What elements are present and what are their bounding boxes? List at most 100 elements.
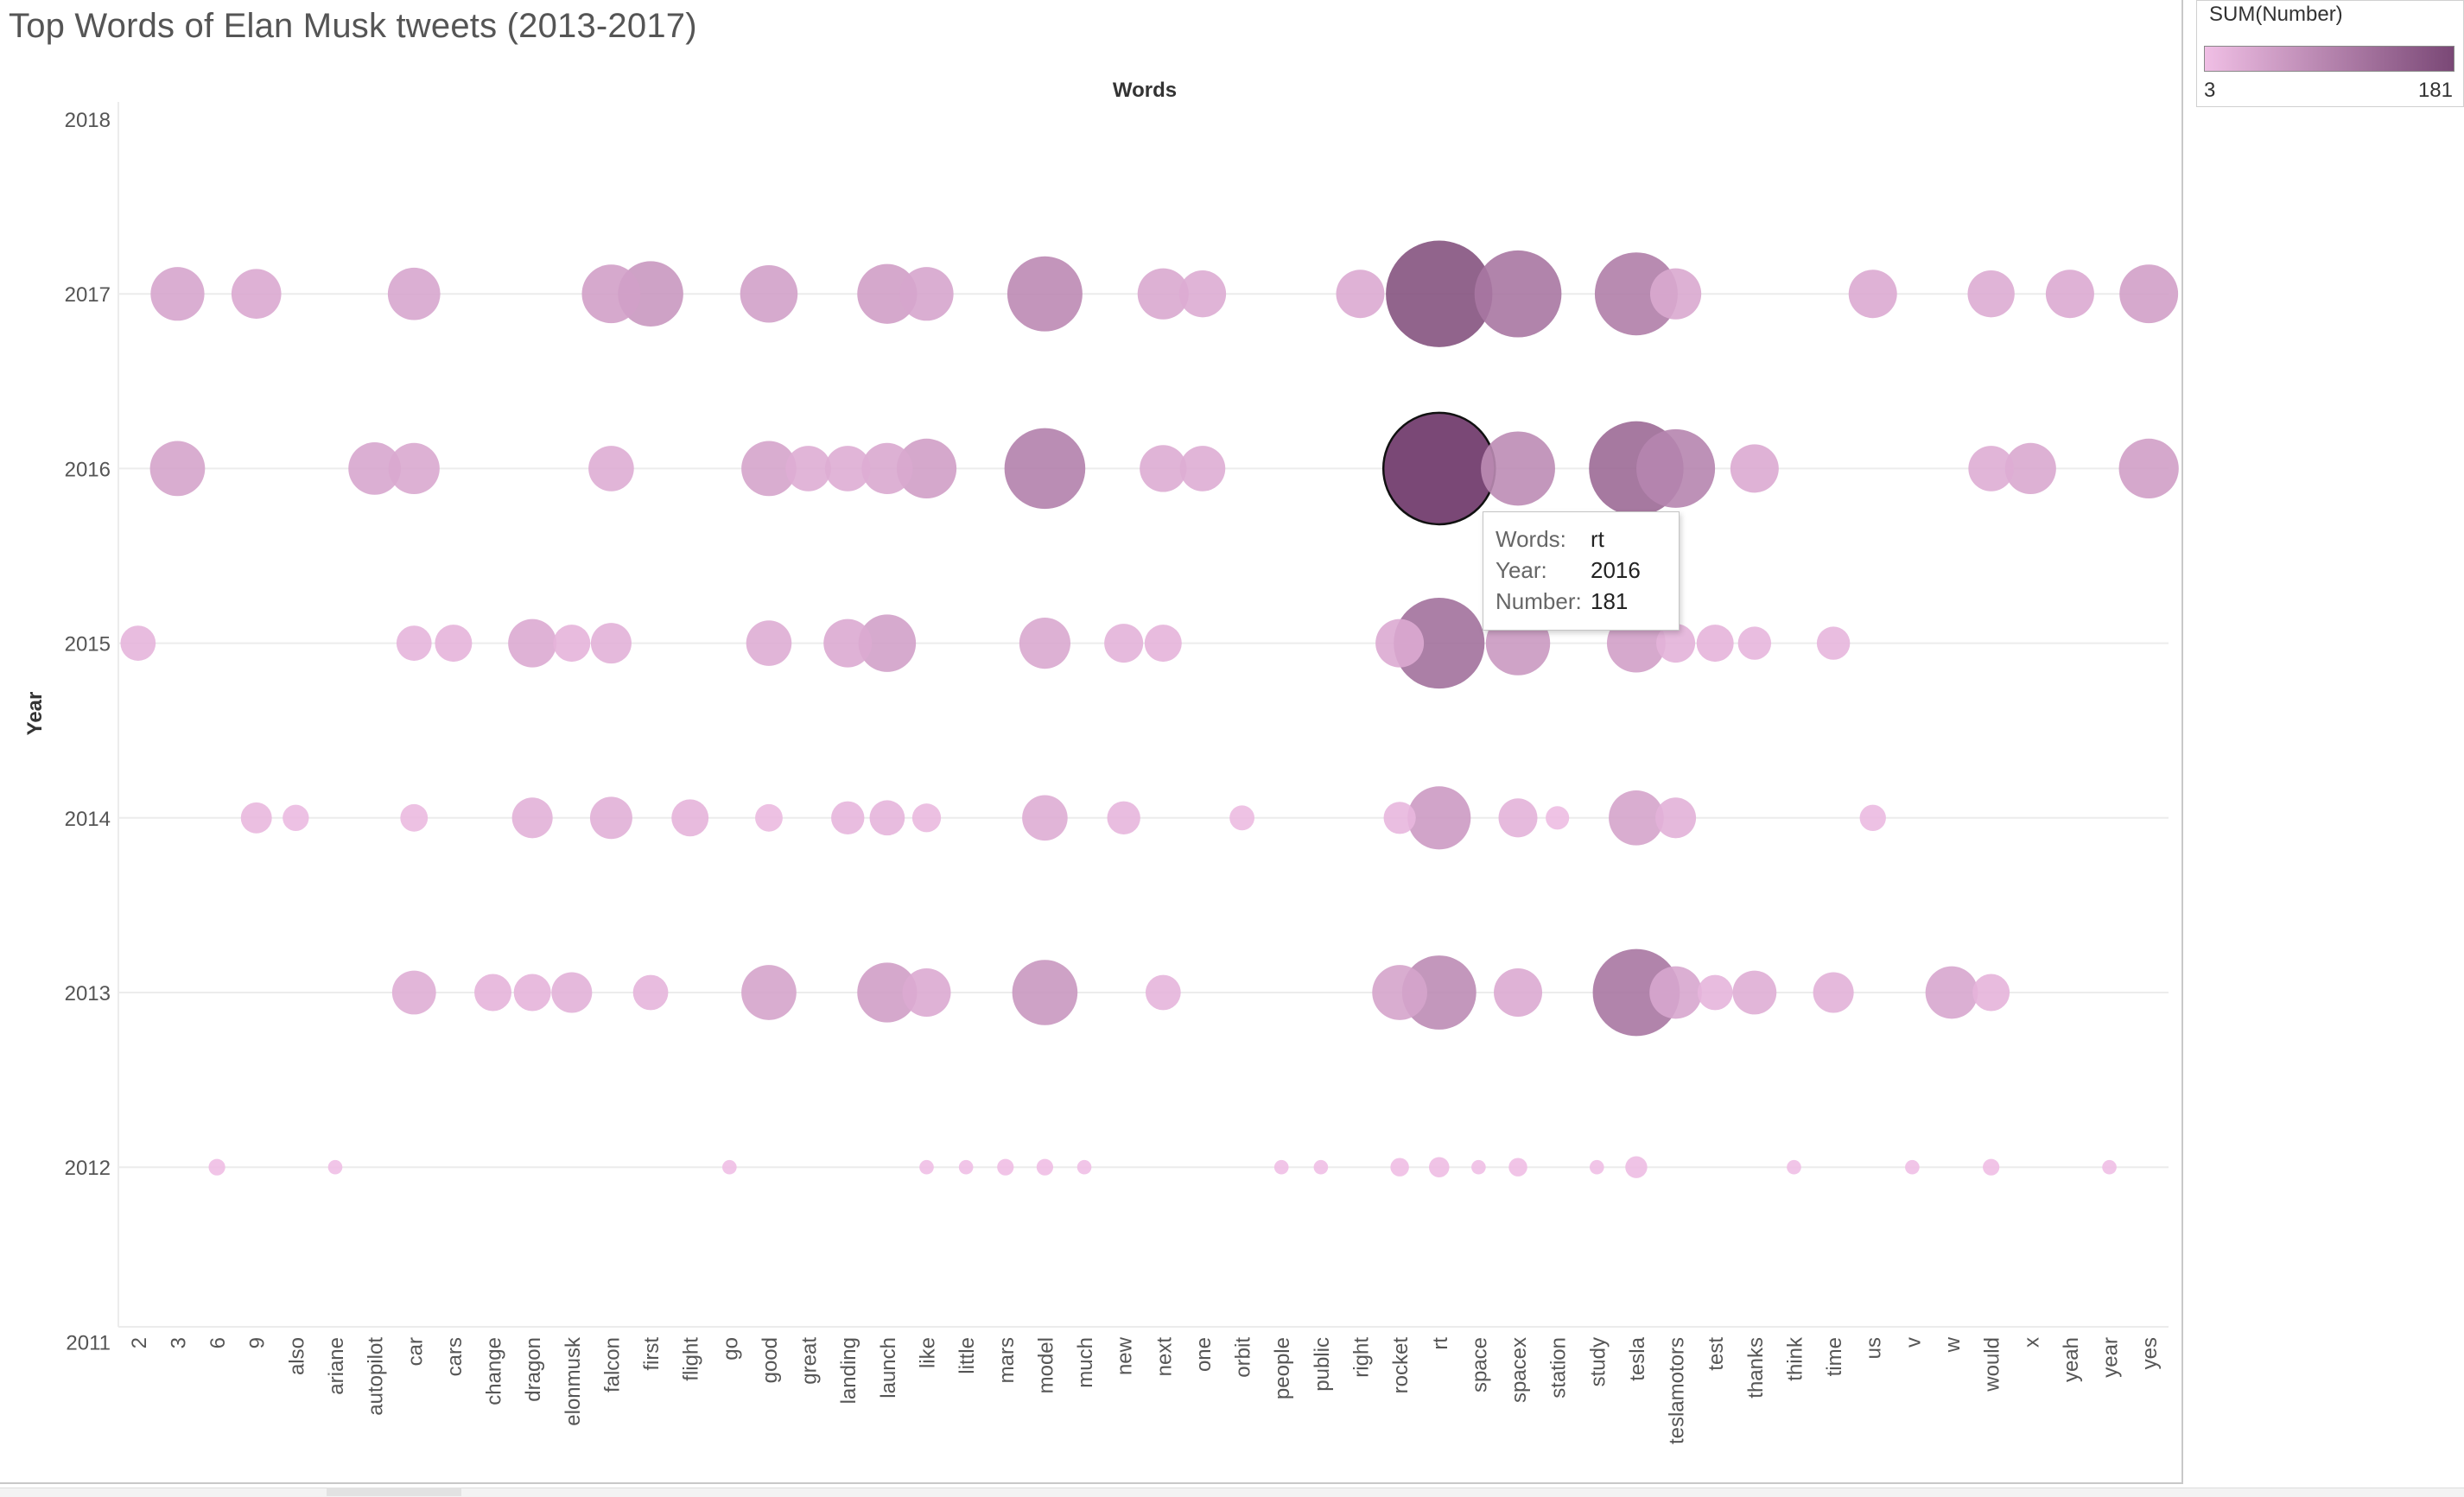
bubble-6-2012[interactable] <box>208 1158 225 1176</box>
bubble-teslamotors-2016[interactable] <box>1636 428 1716 508</box>
bubble-would-2016[interactable] <box>1968 446 2014 492</box>
bubble-good-2014[interactable] <box>755 803 783 832</box>
bubble-one-2016[interactable] <box>1179 446 1226 492</box>
bubble-model-2014[interactable] <box>1022 795 1068 841</box>
bubble-new-2015[interactable] <box>1104 624 1144 663</box>
bubble-car-2014[interactable] <box>400 803 429 832</box>
bubble-teslamotors-2013[interactable] <box>1649 966 1702 1019</box>
bubble-next-2013[interactable] <box>1145 974 1181 1011</box>
bubble-falcon-2014[interactable] <box>589 796 632 840</box>
bubble-like-2016[interactable] <box>896 438 957 499</box>
bubble-good-2013[interactable] <box>741 965 797 1020</box>
bubble-falcon-2017[interactable] <box>581 264 641 324</box>
bubble-2-2015[interactable] <box>120 625 156 661</box>
bubble-test-2015[interactable] <box>1696 625 1734 663</box>
bubble-rt-2012[interactable] <box>1429 1157 1450 1177</box>
bubble-x-2016[interactable] <box>2004 442 2056 494</box>
bubble-like-2012[interactable] <box>919 1159 934 1175</box>
bubble-autopilot-2016[interactable] <box>348 442 401 495</box>
bubble-thanks-2016[interactable] <box>1730 444 1779 493</box>
bubble-like-2013[interactable] <box>902 968 951 1017</box>
bubble-rt-2017[interactable] <box>1386 240 1493 347</box>
bubble-landing-2016[interactable] <box>824 446 871 492</box>
bubble-people-2012[interactable] <box>1273 1159 1289 1175</box>
bubble-falcon-2016[interactable] <box>588 446 634 492</box>
bubble-landing-2015[interactable] <box>823 618 873 668</box>
bubble-also-2014[interactable] <box>283 804 309 831</box>
bubble-next-2016[interactable] <box>1140 445 1187 492</box>
bubble-yes-2017[interactable] <box>2119 264 2179 324</box>
bubble-little-2012[interactable] <box>958 1159 974 1175</box>
bubble-launch-2014[interactable] <box>869 800 905 836</box>
bubble-rocket-2015[interactable] <box>1375 618 1425 668</box>
bubble-time-2015[interactable] <box>1816 626 1851 660</box>
bubble-go-2012[interactable] <box>722 1159 737 1175</box>
bubble-like-2017[interactable] <box>899 267 954 321</box>
bubble-spacex-2012[interactable] <box>1508 1158 1527 1177</box>
bubble-car-2015[interactable] <box>396 625 432 661</box>
bubble-thanks-2015[interactable] <box>1737 626 1772 660</box>
bubble-tesla-2017[interactable] <box>1594 252 1678 336</box>
bubble-study-2012[interactable] <box>1589 1159 1604 1175</box>
bubble-thanks-2013[interactable] <box>1732 970 1777 1015</box>
bubble-flight-2014[interactable] <box>671 799 709 837</box>
bubble-first-2013[interactable] <box>632 974 669 1011</box>
bubble-orbit-2014[interactable] <box>1229 805 1254 831</box>
bubble-elonmusk-2013[interactable] <box>551 972 593 1013</box>
bubble-next-2017[interactable] <box>1137 268 1189 320</box>
bubble-9-2014[interactable] <box>240 802 272 834</box>
bubble-landing-2014[interactable] <box>831 801 865 834</box>
bubble-space-2012[interactable] <box>1471 1159 1486 1175</box>
bubble-cars-2015[interactable] <box>435 625 473 663</box>
bubble-car-2013[interactable] <box>391 970 436 1015</box>
bubble-model-2013[interactable] <box>1012 960 1078 1025</box>
bubble-tesla-2012[interactable] <box>1625 1156 1648 1178</box>
bubble-rt-2014[interactable] <box>1407 786 1471 850</box>
bubble-spacex-2016[interactable] <box>1481 431 1555 506</box>
bubble-much-2012[interactable] <box>1076 1159 1092 1175</box>
bubble-one-2017[interactable] <box>1178 270 1227 318</box>
bubble-model-2012[interactable] <box>1036 1158 1054 1176</box>
bubble-time-2013[interactable] <box>1813 972 1854 1013</box>
bubble-launch-2017[interactable] <box>857 263 918 324</box>
bubble-spacex-2017[interactable] <box>1474 250 1562 338</box>
bubble-ariane-2012[interactable] <box>327 1159 343 1175</box>
bubble-rt-2013[interactable] <box>1401 955 1476 1030</box>
bubble-change-2013[interactable] <box>474 974 511 1012</box>
bubble-3-2017[interactable] <box>150 267 205 321</box>
bubble-tesla-2013[interactable] <box>1592 948 1680 1037</box>
bubble-9-2017[interactable] <box>231 269 282 320</box>
bubble-teslamotors-2015[interactable] <box>1656 624 1696 663</box>
bubble-v-2012[interactable] <box>1905 1159 1920 1175</box>
bubble-spacex-2013[interactable] <box>1494 968 1543 1017</box>
bubble-rt-2016[interactable] <box>1381 411 1496 526</box>
bubble-year-2012[interactable] <box>2102 1159 2117 1175</box>
bubble-good-2017[interactable] <box>740 264 798 323</box>
bubble-mars-2012[interactable] <box>997 1158 1014 1176</box>
bubble-new-2014[interactable] <box>1107 801 1140 834</box>
bubble-w-2013[interactable] <box>1925 966 1978 1019</box>
bubble-falcon-2015[interactable] <box>590 623 632 664</box>
bubble-next-2015[interactable] <box>1144 625 1182 663</box>
bubble-tesla-2014[interactable] <box>1609 790 1664 846</box>
bubble-would-2013[interactable] <box>1972 974 2010 1012</box>
bubble-great-2016[interactable] <box>785 446 831 492</box>
bubble-spacex-2014[interactable] <box>1498 798 1538 838</box>
bubble-model-2017[interactable] <box>1007 256 1083 332</box>
bubble-elonmusk-2015[interactable] <box>553 625 591 663</box>
bubble-dragon-2015[interactable] <box>508 618 557 668</box>
bubble-station-2014[interactable] <box>1546 806 1570 830</box>
bubble-like-2014[interactable] <box>911 803 942 833</box>
bubble-dragon-2013[interactable] <box>513 974 551 1012</box>
bubble-launch-2015[interactable] <box>858 614 917 672</box>
bubble-rt-2015[interactable] <box>1394 598 1485 689</box>
bubble-model-2015[interactable] <box>1019 618 1071 669</box>
bubble-rocket-2012[interactable] <box>1390 1158 1409 1177</box>
bubble-teslamotors-2017[interactable] <box>1649 268 1702 320</box>
bubble-right-2017[interactable] <box>1336 270 1385 319</box>
bubble-us-2017[interactable] <box>1848 270 1897 319</box>
bubble-dragon-2014[interactable] <box>511 797 553 839</box>
bubble-teslamotors-2014[interactable] <box>1655 797 1697 839</box>
bubble-car-2016[interactable] <box>388 442 440 494</box>
bubble-test-2013[interactable] <box>1697 974 1733 1011</box>
